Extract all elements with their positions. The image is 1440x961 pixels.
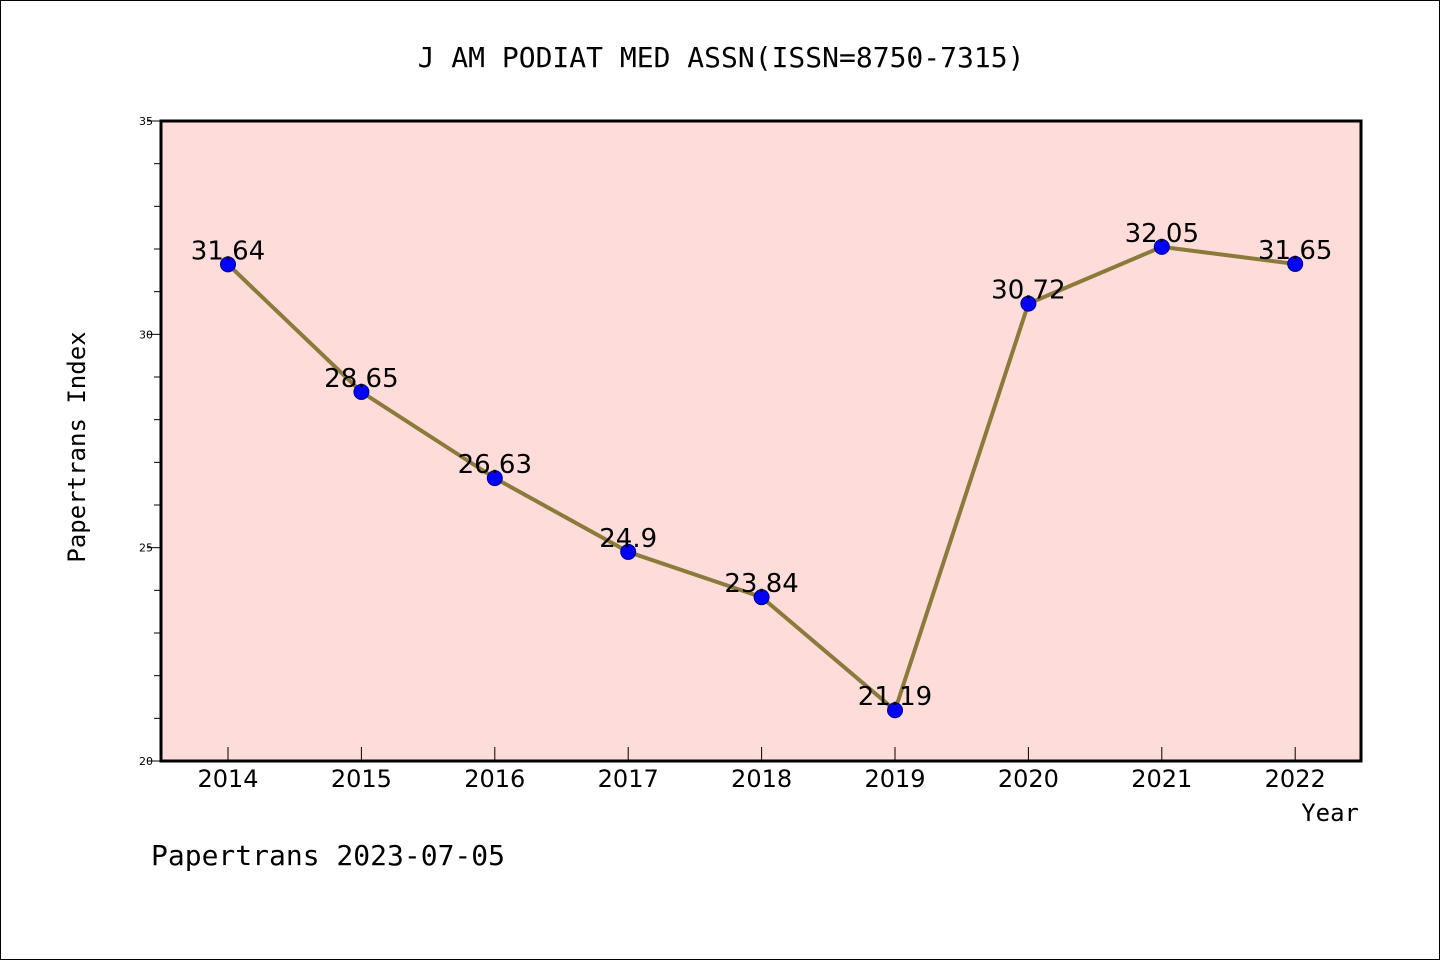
data-points [220,238,1304,719]
plot-area [161,121,1361,761]
x-tick-label: 2020 [998,765,1059,793]
data-point [1287,255,1304,272]
data-label: 32.05 [1125,219,1199,249]
y-tick-label: 25 [139,542,153,555]
x-tick-label: 2015 [331,765,392,793]
data-point [1153,238,1170,255]
data-point [220,256,236,273]
x-tick-label: 2018 [731,765,792,793]
y-axis-tick-labels: 20 25 30 35 [139,115,153,768]
data-point [887,702,903,719]
data-label: 30.72 [991,276,1065,306]
plot-border [159,119,1363,763]
data-labels: 31.64 28.65 26.63 24.9 23.84 21.19 30.72 32.05 3… [191,219,1333,712]
y-tick-label: 30 [139,328,153,341]
data-label: 28.65 [324,364,398,394]
y-axis-ticks [147,120,161,762]
data-label: 31.65 [1258,236,1332,266]
x-tick-label: 2019 [864,765,925,793]
x-tick-label: 2021 [1131,765,1192,793]
data-point [620,543,637,560]
data-label: 21.19 [858,682,932,712]
data-point [753,589,770,606]
data-label: 23.84 [724,569,798,599]
chart-title: J AM PODIAT MED ASSN(ISSN=8750-7315) [418,41,1025,74]
x-tick-label: 2014 [197,765,258,793]
x-tick-label: 2016 [464,765,525,793]
x-tick-label: 2022 [1265,765,1326,793]
data-point [1020,295,1037,312]
x-axis-label: Year [1301,799,1359,827]
x-axis-ticks [227,747,1296,761]
data-point [353,383,370,400]
y-tick-label: 20 [139,755,153,768]
data-label: 26.63 [458,450,532,480]
x-tick-label: 2017 [598,765,659,793]
footer-text: Papertrans 2023-07-05 [151,839,505,872]
data-label: 24.9 [599,524,657,554]
y-tick-label: 35 [139,115,153,128]
y-axis-label: Papertrans Index [63,331,91,562]
data-point [486,470,503,487]
data-label: 31.64 [191,236,265,266]
x-axis-tick-labels: 2014 2015 2016 2017 2018 2019 2020 2021 2022 [197,765,1325,793]
